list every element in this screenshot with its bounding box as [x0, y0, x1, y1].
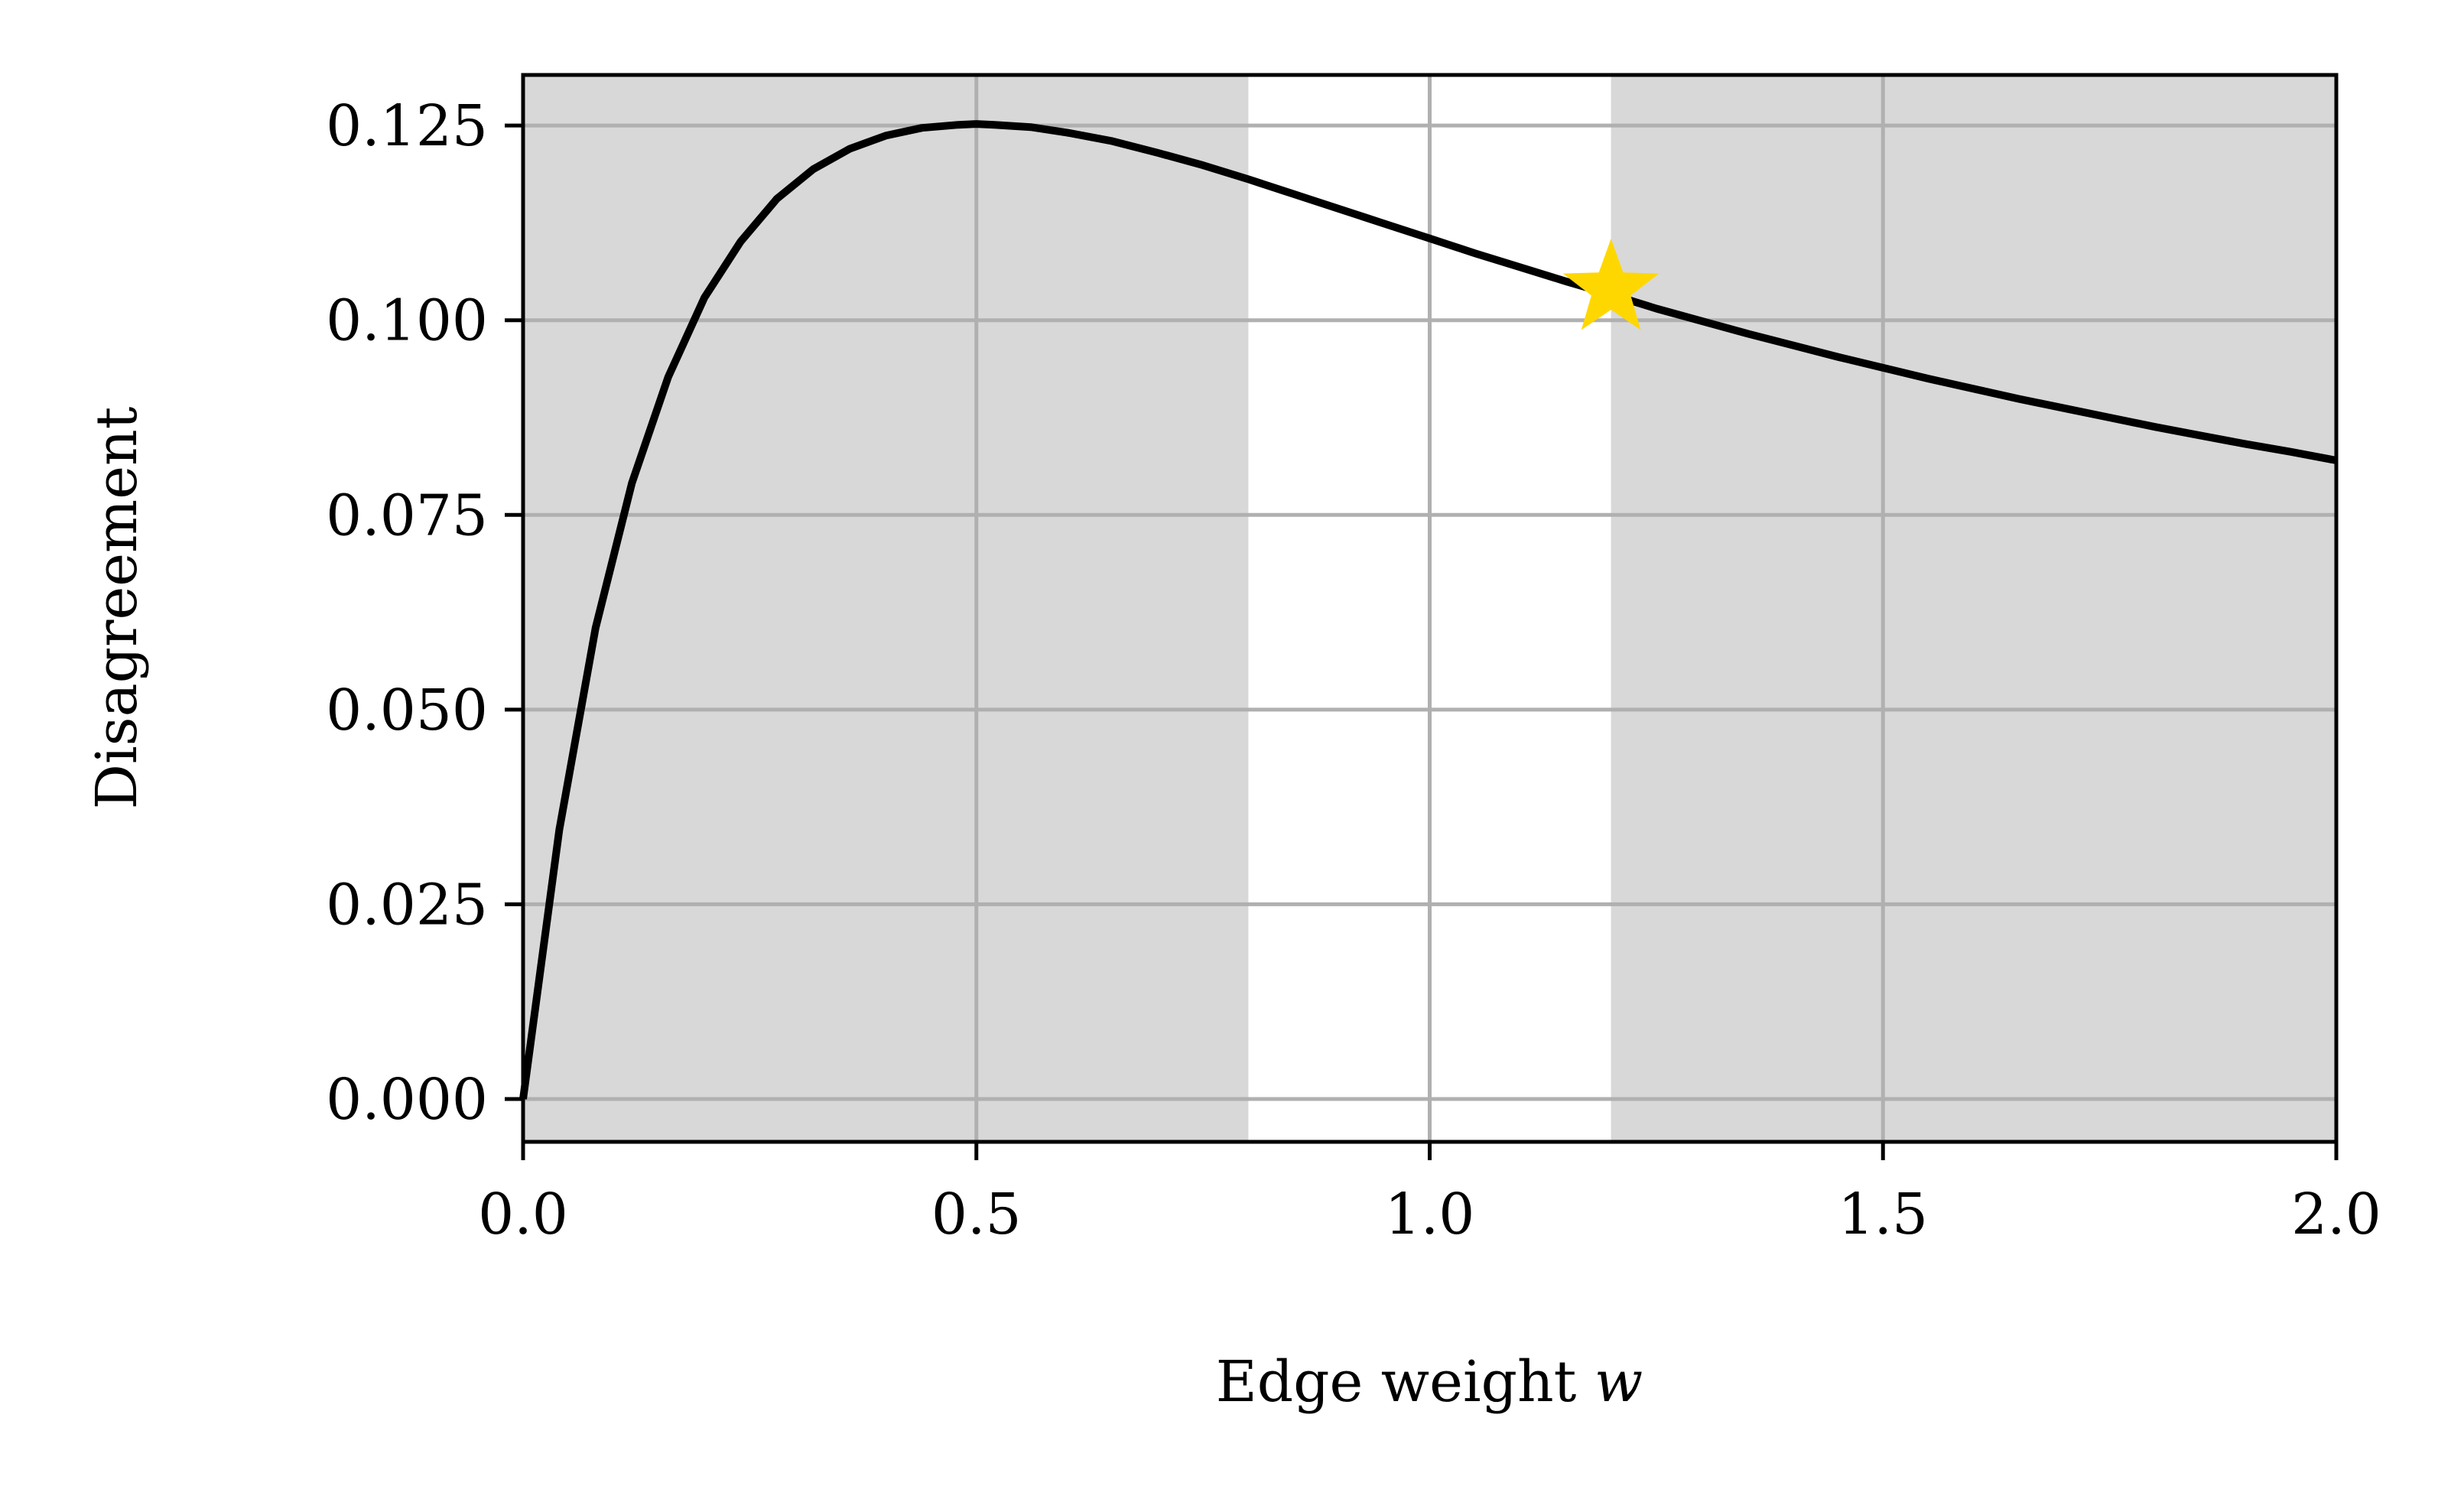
x-tick-label-4: 2.0: [2291, 1182, 2381, 1247]
markers-layer: [1562, 239, 1659, 330]
series-layer: [519, 120, 2337, 1100]
y-tick-label-1: 0.025: [326, 872, 488, 938]
x-axis-label-text: Edge weight: [1216, 1349, 1577, 1415]
x-tick-label-2: 1.0: [1385, 1182, 1475, 1247]
y-tick-label-2: 0.050: [326, 678, 488, 743]
x-tick-label-1: 0.5: [931, 1182, 1022, 1247]
series-line-0: [519, 120, 2337, 1100]
y-tick-label-0: 0.000: [326, 1067, 488, 1133]
x-tick-label-3: 1.5: [1838, 1182, 1928, 1247]
x-axis-label: Edge weight w: [1216, 1349, 1643, 1415]
y-tick-label-4: 0.100: [326, 288, 488, 354]
y-tick-label-3: 0.075: [326, 483, 488, 548]
y-axis-label: Disagreement: [84, 406, 150, 809]
x-axis-ticks: 0.0 0.5 1.0 1.5 2.0: [478, 1142, 2381, 1247]
x-tick-label-0: 0.0: [478, 1182, 568, 1247]
y-tick-label-5: 0.125: [326, 93, 488, 159]
shaded-region-0: [523, 75, 1249, 1142]
shaded-region-1: [1611, 75, 2336, 1142]
shaded-regions: [523, 75, 2336, 1142]
star-marker-0: [1562, 239, 1659, 330]
x-axis-label-variable: w: [1594, 1349, 1643, 1415]
y-axis-ticks: 0.000 0.025 0.050 0.075 0.100 0.125: [326, 93, 523, 1133]
